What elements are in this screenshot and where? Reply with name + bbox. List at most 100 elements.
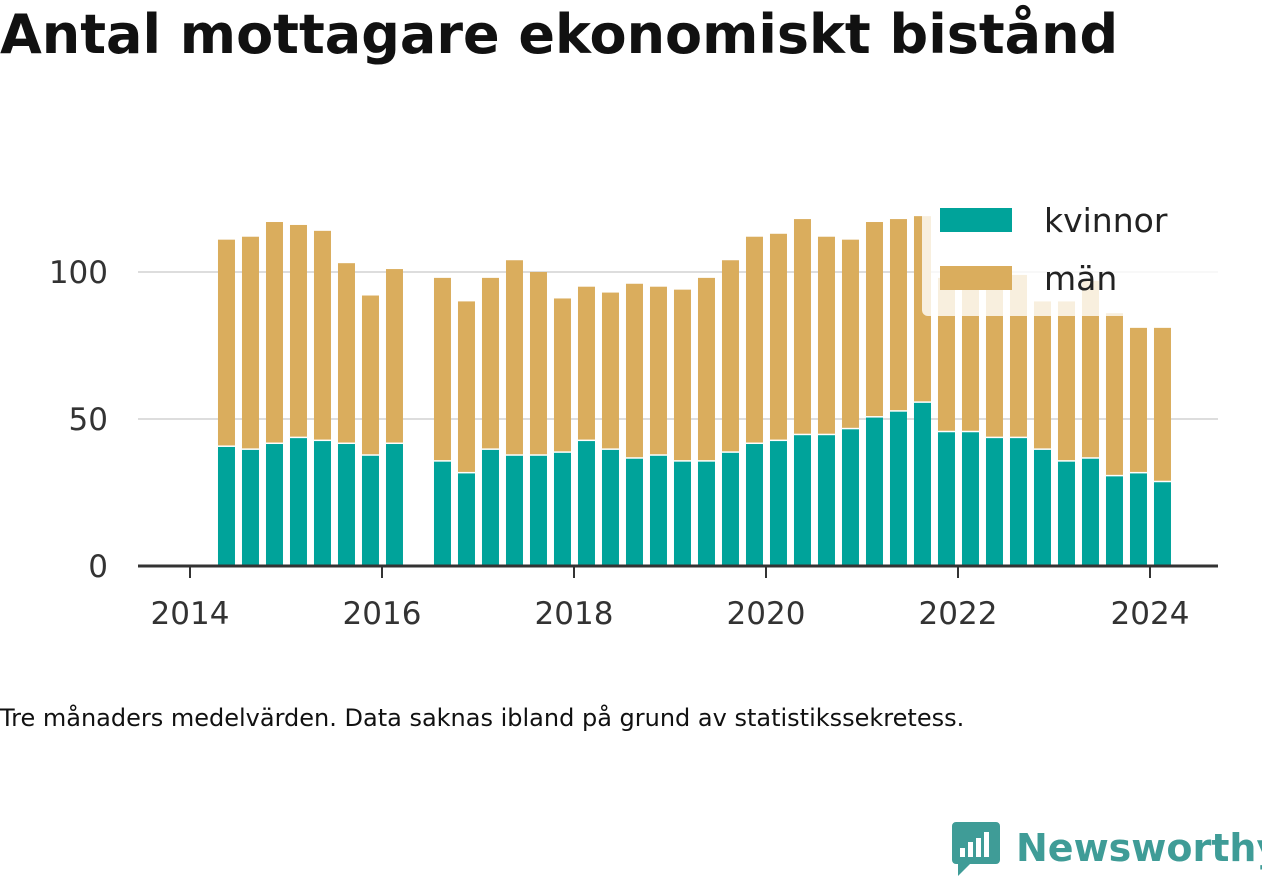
bar-kvinnor-2014-08 (241, 448, 259, 566)
bar-man-2023-11 (1129, 327, 1147, 472)
bar-man-2014-08 (241, 236, 259, 449)
bar-man-2018-11 (649, 286, 667, 455)
bar-separator (361, 452, 379, 456)
bar-man-2016-08 (433, 277, 451, 461)
bar-separator (505, 452, 523, 456)
bar-kvinnor-2017-02 (481, 448, 499, 566)
bar-man-2018-02 (577, 286, 595, 440)
bar-kvinnor-2016-08 (433, 460, 451, 566)
bar-man-2014-11 (265, 222, 283, 443)
bar-separator (1057, 458, 1075, 462)
bar-man-2022-02 (961, 289, 979, 431)
bar-man-2016-02 (385, 269, 403, 443)
bar-kvinnor-2015-11 (361, 454, 379, 566)
legend-label-kvinnor: kvinnor (1044, 201, 1168, 240)
x-tick-label: 2014 (151, 596, 230, 632)
y-tick-label: 0 (88, 549, 108, 585)
bar-kvinnor-2020-08 (817, 433, 835, 566)
bar-man-2021-05 (889, 219, 907, 411)
bar-man-2023-08 (1105, 313, 1123, 475)
x-tick-label: 2018 (535, 596, 614, 632)
newsworthy-chart-icon (952, 822, 1000, 876)
bar-kvinnor-2022-08 (1009, 436, 1027, 566)
bar-kvinnor-2022-02 (961, 430, 979, 566)
bar-kvinnor-2022-11 (1033, 448, 1051, 566)
brand-logo[interactable]: Newsworthy (950, 818, 1262, 878)
bar-man-2015-05 (313, 230, 331, 440)
y-tick-label: 50 (69, 402, 108, 438)
bar-kvinnor-2021-02 (865, 416, 883, 566)
bar-man-2015-02 (289, 224, 307, 437)
bar-kvinnor-2018-11 (649, 454, 667, 566)
chart-title: Antal mottagare ekonomiskt bistånd (0, 3, 1119, 66)
bar-kvinnor-2015-08 (337, 442, 355, 566)
bar-man-2023-02 (1057, 301, 1075, 461)
brand-name: Newsworthy (1016, 826, 1262, 870)
bar-man-2017-08 (529, 272, 547, 455)
bars (217, 216, 1171, 566)
bar-kvinnor-2020-11 (841, 427, 859, 566)
bar-kvinnor-2021-11 (937, 430, 955, 566)
bar-kvinnor-2014-05 (217, 445, 235, 566)
x-tick-label: 2016 (343, 596, 422, 632)
bar-man-2022-11 (1033, 301, 1051, 449)
legend-label-man: män (1044, 259, 1117, 298)
bar-man-2019-02 (673, 289, 691, 461)
bar-man-2016-11 (457, 301, 475, 472)
bar-kvinnor-2015-02 (289, 436, 307, 566)
bar-kvinnor-2015-05 (313, 439, 331, 566)
legend-swatch-man (940, 266, 1012, 290)
bar-kvinnor-2019-02 (673, 460, 691, 566)
bar-separator (457, 470, 475, 474)
bar-man-2017-11 (553, 298, 571, 452)
chart-note: Tre månaders medelvärden. Data saknas ib… (0, 704, 965, 732)
bar-man-2019-08 (721, 260, 739, 452)
bar-kvinnor-2016-11 (457, 471, 475, 566)
bar-kvinnor-2018-02 (577, 439, 595, 566)
bar-kvinnor-2014-11 (265, 442, 283, 566)
x-tick-label: 2024 (1111, 596, 1190, 632)
bar-kvinnor-2019-08 (721, 451, 739, 566)
bar-kvinnor-2019-11 (745, 442, 763, 566)
bar-man-2023-05 (1081, 280, 1099, 458)
bar-man-2024-02 (1153, 327, 1171, 481)
bar-kvinnor-2023-11 (1129, 471, 1147, 566)
bar-man-2017-02 (481, 277, 499, 449)
bar-kvinnor-2021-08 (913, 401, 931, 566)
bar-kvinnor-2020-05 (793, 433, 811, 566)
bar-kvinnor-2018-08 (625, 457, 643, 566)
bar-kvinnor-2023-08 (1105, 474, 1123, 566)
bar-man-2021-11 (937, 277, 955, 431)
bar-man-2015-11 (361, 295, 379, 455)
bar-kvinnor-2017-11 (553, 451, 571, 566)
bar-man-2020-05 (793, 219, 811, 434)
y-tick-label: 100 (49, 255, 108, 291)
x-tick-label: 2020 (727, 596, 806, 632)
bar-man-2015-08 (337, 263, 355, 443)
bar-kvinnor-2018-05 (601, 448, 619, 566)
bar-kvinnor-2023-02 (1057, 460, 1075, 566)
bar-man-2022-05 (985, 277, 1003, 437)
x-tick-label: 2022 (919, 596, 998, 632)
bar-man-2014-05 (217, 239, 235, 446)
bar-man-2020-08 (817, 236, 835, 434)
bar-kvinnor-2022-05 (985, 436, 1003, 566)
x-axis: 2014 2016 2018 2020 2022 2024 (138, 564, 1218, 632)
bar-man-2019-05 (697, 277, 715, 461)
legend-swatch-kvinnor (940, 208, 1012, 232)
bar-kvinnor-2021-05 (889, 410, 907, 566)
bar-kvinnor-2023-05 (1081, 457, 1099, 566)
bar-kvinnor-2019-05 (697, 460, 715, 566)
bar-man-2020-02 (769, 233, 787, 440)
bar-man-2018-08 (625, 283, 643, 458)
bar-kvinnor-2017-05 (505, 454, 523, 566)
bar-man-2019-11 (745, 236, 763, 443)
bar-man-2018-05 (601, 292, 619, 449)
bar-man-2021-02 (865, 222, 883, 417)
chart-area: 0 50 100 2014 2016 2018 2020 2022 2024 kvinnor m… (48, 194, 1218, 632)
bar-man-2017-05 (505, 260, 523, 455)
legend: kvinnor män (922, 194, 1218, 316)
bar-man-2020-11 (841, 239, 859, 428)
bar-kvinnor-2024-02 (1153, 480, 1171, 566)
bar-kvinnor-2017-08 (529, 454, 547, 566)
